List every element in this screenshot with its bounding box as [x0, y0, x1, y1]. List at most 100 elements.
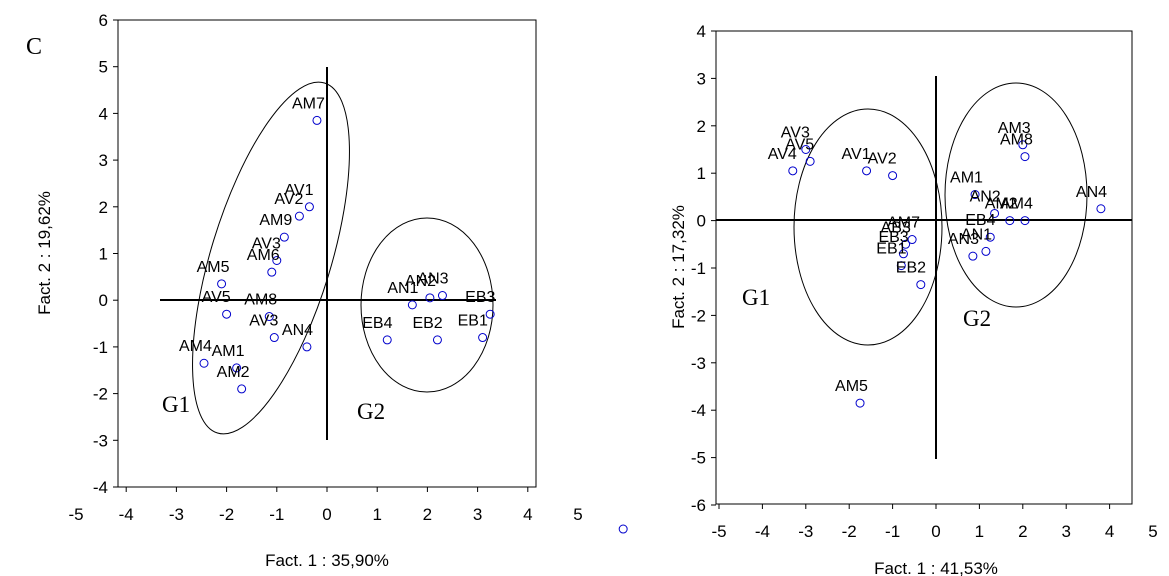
right-x-tick-label: -5: [711, 522, 726, 541]
right-data-point-ab3: [901, 239, 911, 249]
right-data-label: AM5: [835, 378, 868, 395]
right-data-point-am1: [970, 190, 980, 200]
left-data-point-an2: [425, 293, 435, 303]
left-data-label: AN4: [282, 322, 313, 339]
left-data-label: AM2: [217, 364, 250, 381]
left-data-point-av5: [222, 309, 232, 319]
right-data-point-eb2: [916, 280, 926, 290]
right-data-point-an3: [968, 251, 978, 261]
left-stray-marker: [618, 524, 628, 534]
left-x-tick-label: -3: [169, 505, 184, 524]
left-data-point-am1: [232, 363, 242, 373]
right-data-label: AV4: [768, 146, 797, 163]
right-data-label: AN2: [970, 188, 1001, 205]
right-y-tick-label: -6: [691, 496, 706, 515]
left-data-point-am5: [217, 279, 227, 289]
right-x-tick-label: 5: [1148, 522, 1157, 541]
right-data-label: EB3: [878, 229, 908, 246]
left-data-point-am7: [312, 115, 322, 125]
right-x-tick-label: 4: [1105, 522, 1114, 541]
right-data-point-am4: [1020, 216, 1030, 226]
right-y-tick-label: -2: [691, 306, 706, 325]
left-data-point-av3: [269, 333, 279, 343]
left-group-g2-label: G2: [357, 399, 385, 424]
left-chart-panel: C Fact. 1 : 35,90% Fact. 2 : 19,62% G1 G…: [26, 11, 628, 570]
right-data-label: AB3: [881, 219, 911, 236]
right-data-point-an2: [990, 208, 1000, 218]
right-group-g2-label: G2: [963, 306, 991, 331]
left-data-point-eb3: [485, 309, 495, 319]
left-data-point-av2: [294, 211, 304, 221]
left-data-label: AN3: [417, 271, 448, 288]
left-data-label: EB1: [458, 313, 488, 330]
left-y-tick-label: 0: [99, 291, 108, 310]
right-x-tick-label: -1: [885, 522, 900, 541]
left-data-point-am2: [237, 384, 247, 394]
right-data-label: EB1: [876, 241, 906, 258]
left-data-label: AM1: [212, 343, 245, 360]
left-x-tick-label: 5: [573, 505, 582, 524]
right-y-tick-label: -5: [691, 449, 706, 468]
right-data-point-am7: [907, 235, 917, 245]
right-data-label: AN3: [948, 231, 979, 248]
left-data-point-eb1: [478, 333, 488, 343]
right-data-label: AM8: [1000, 132, 1033, 149]
left-data-marks: -5 -4 -3 -2 -1 0 1 2 3 4 5 -4 -3 -2 -1 0 1 2 3 4 5 6 AM7 AV1AV2…: [68, 11, 628, 534]
right-data-point-an4: [1096, 204, 1106, 214]
left-y-tick-label: 3: [99, 151, 108, 170]
left-x-tick-label: 2: [423, 505, 432, 524]
left-y-tick-label: 6: [99, 11, 108, 30]
right-data-point-eb1: [896, 261, 906, 271]
right-data-point-an1: [981, 246, 991, 256]
right-y-tick-label: 3: [697, 69, 706, 88]
left-data-label: AM9: [259, 212, 292, 229]
right-data-point-av4: [788, 166, 798, 176]
right-data-point-av3: [801, 145, 811, 154]
right-data-label: AM3: [998, 120, 1031, 137]
left-data-label: AV3: [252, 236, 281, 253]
right-data-label: EB4: [965, 212, 995, 229]
left-data-point-am9: [279, 232, 289, 242]
right-x-tick-label: -2: [842, 522, 857, 541]
left-data-point-an1: [407, 300, 417, 310]
right-x-tick-label: 3: [1061, 522, 1070, 541]
right-data-point-am2: [1005, 216, 1015, 226]
left-y-tick-label: 4: [99, 104, 108, 123]
left-y-tick-label: 5: [99, 58, 108, 77]
right-data-label: AV1: [842, 146, 871, 163]
left-data-point-av1: [304, 202, 314, 212]
left-y-tick-label: -3: [93, 431, 108, 450]
left-data-label: AN1: [387, 280, 418, 297]
left-x-tick-label: -5: [68, 505, 83, 524]
right-group-g2-ellipse: [944, 82, 1088, 308]
left-data-point-am6: [267, 267, 277, 277]
left-data-label: AM7: [292, 95, 325, 112]
left-x-tick-label: 3: [473, 505, 482, 524]
left-data-label: AM4: [179, 338, 212, 355]
left-group-g1-ellipse: [192, 81, 350, 435]
left-data-point-an3: [437, 291, 447, 301]
right-y-tick-label: 2: [697, 117, 706, 136]
right-data-point-av5: [805, 156, 815, 166]
left-x-tick-label: 4: [523, 505, 532, 524]
right-data-label: AM1: [950, 170, 983, 187]
right-data-point-eb4: [985, 232, 995, 242]
right-group-g1-ellipse: [793, 108, 943, 346]
right-data-point-am5: [855, 398, 865, 408]
right-y-tick-label: 4: [697, 22, 706, 41]
right-data-label: AM7: [887, 215, 920, 232]
left-data-label: AN2: [405, 273, 436, 290]
left-y-tick-label: -1: [93, 338, 108, 357]
left-data-point-eb4: [382, 335, 392, 345]
right-y-axis-label: Fact. 2 : 17,32%: [669, 205, 688, 329]
right-x-tick-label: 1: [975, 522, 984, 541]
left-x-tick-label: -4: [119, 505, 134, 524]
left-data-label: EB2: [412, 315, 442, 332]
right-y-tick-label: -3: [691, 354, 706, 373]
right-data-point-av1: [862, 166, 872, 176]
left-data-label: EB3: [465, 289, 495, 306]
left-x-tick-label: 1: [372, 505, 381, 524]
left-data-point-am4: [199, 358, 209, 368]
left-data-point-an4: [302, 342, 312, 352]
left-x-axis-label: Fact. 1 : 35,90%: [265, 551, 389, 570]
